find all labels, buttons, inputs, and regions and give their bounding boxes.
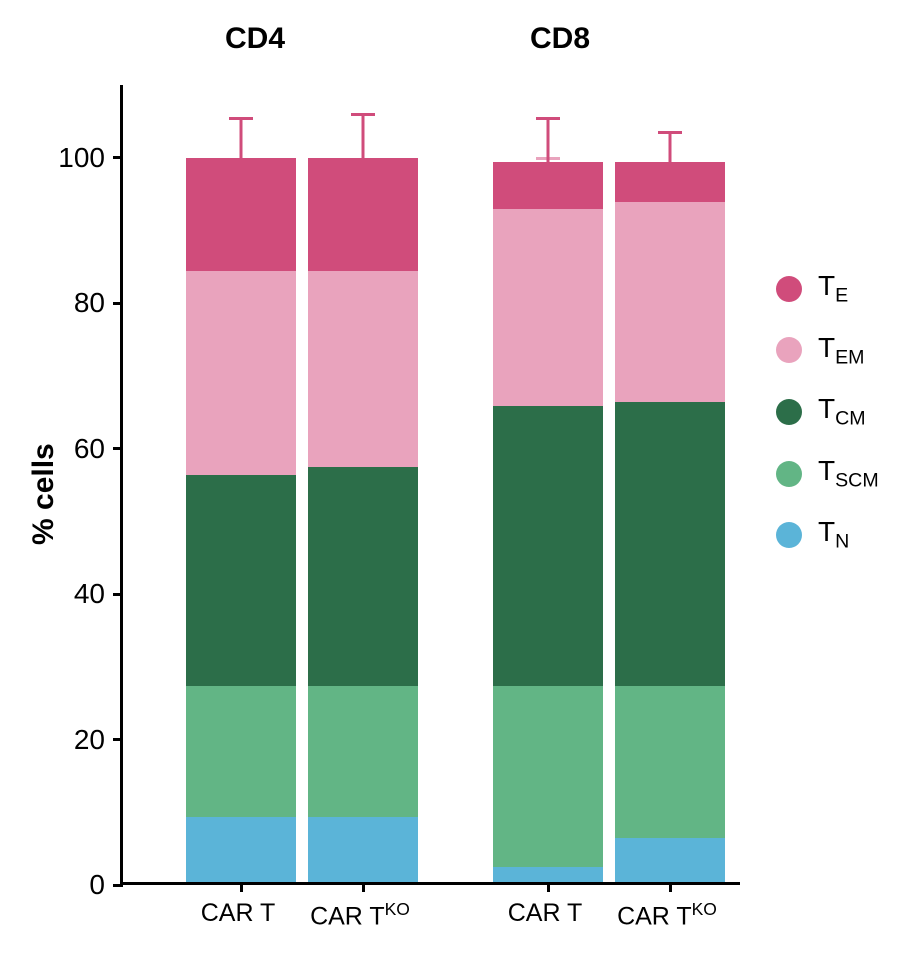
error-bar xyxy=(308,115,418,159)
stacked-bar xyxy=(308,82,418,882)
y-tick-label: 80 xyxy=(50,287,105,319)
bar-segment xyxy=(186,686,296,817)
bar-segment xyxy=(308,817,418,882)
legend-swatch xyxy=(776,276,802,302)
x-tick-label: CAR TKO xyxy=(285,899,435,931)
x-tick-mark xyxy=(547,882,550,892)
y-tick-mark xyxy=(113,738,123,741)
error-bar xyxy=(186,118,296,158)
bar-segment xyxy=(615,162,725,202)
bar-segment xyxy=(308,271,418,467)
legend-swatch xyxy=(776,399,802,425)
legend-label: TEM xyxy=(818,332,865,370)
legend-item: TE xyxy=(776,270,879,308)
bar-segment xyxy=(308,686,418,817)
group-title: CD8 xyxy=(530,22,590,56)
error-bar xyxy=(615,133,725,162)
group-title: CD4 xyxy=(225,22,285,56)
bar-segment xyxy=(615,402,725,686)
bar-segment xyxy=(186,475,296,686)
legend: TE TEM TCM TSCM TN xyxy=(776,270,879,578)
legend-label: TSCM xyxy=(818,455,879,493)
stacked-bar xyxy=(493,82,603,882)
y-tick-label: 40 xyxy=(50,578,105,610)
y-tick-label: 0 xyxy=(50,869,105,901)
legend-item: TN xyxy=(776,516,879,554)
y-tick-label: 100 xyxy=(50,142,105,174)
bar-segment xyxy=(493,867,603,882)
y-tick-mark xyxy=(113,447,123,450)
bar-segment xyxy=(186,817,296,882)
y-tick-label: 20 xyxy=(50,724,105,756)
y-tick-mark xyxy=(113,593,123,596)
error-bar xyxy=(493,118,603,162)
bar-segment xyxy=(186,271,296,475)
x-tick-mark xyxy=(362,882,365,892)
stacked-bar-chart: % cells TETEMTCMTSCMTN 020406080100CD4CA… xyxy=(0,0,924,972)
y-tick-mark xyxy=(113,156,123,159)
stacked-bar xyxy=(186,82,296,882)
bar-segment xyxy=(615,686,725,839)
bar-segment xyxy=(493,406,603,686)
stacked-bar xyxy=(615,82,725,882)
legend-swatch xyxy=(776,461,802,487)
bar-segment xyxy=(493,686,603,868)
bar-segment xyxy=(186,158,296,271)
legend-swatch xyxy=(776,337,802,363)
y-tick-mark xyxy=(113,884,123,887)
legend-label: TN xyxy=(818,516,849,554)
x-tick-mark xyxy=(669,882,672,892)
bar-segment xyxy=(308,467,418,685)
bar-segment xyxy=(308,158,418,271)
legend-item: TEM xyxy=(776,332,879,370)
legend-item: TCM xyxy=(776,393,879,431)
legend-swatch xyxy=(776,522,802,548)
legend-label: TCM xyxy=(818,393,866,431)
bar-segment xyxy=(615,202,725,402)
bar-segment xyxy=(615,838,725,882)
x-tick-mark xyxy=(240,882,243,892)
x-tick-label: CAR TKO xyxy=(592,899,742,931)
bar-segment xyxy=(493,209,603,405)
y-tick-mark xyxy=(113,302,123,305)
plot-area xyxy=(120,85,740,885)
y-tick-label: 60 xyxy=(50,433,105,465)
bar-segment xyxy=(493,162,603,209)
legend-label: TE xyxy=(818,270,848,308)
legend-item: TSCM xyxy=(776,455,879,493)
